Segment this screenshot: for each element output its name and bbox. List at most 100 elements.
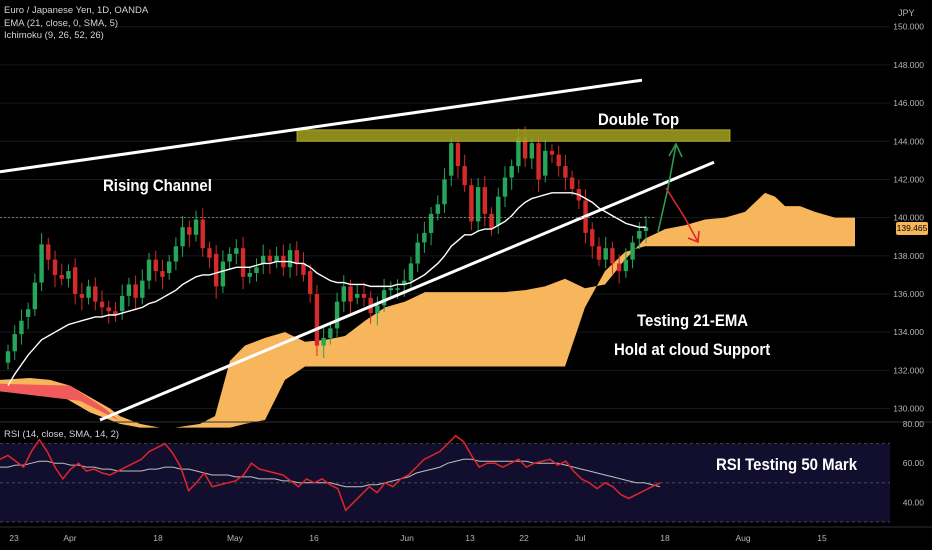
candle-body <box>630 242 635 260</box>
price-tick-label: 150.000 <box>893 22 924 32</box>
time-tick-label: Jul <box>575 533 586 543</box>
candle-body <box>267 255 273 262</box>
candle-body <box>596 246 602 260</box>
rsi-tick-label: 60.00 <box>903 458 925 468</box>
candle-body <box>428 213 434 233</box>
candle-body <box>502 177 508 197</box>
candle-body <box>126 284 132 296</box>
candle-body <box>536 143 541 180</box>
candle-body <box>193 219 199 235</box>
ema-legend[interactable]: EMA (21, close, 0, SMA, 5) <box>4 17 119 29</box>
candle-body <box>402 280 407 285</box>
price-tick-label: 138.000 <box>893 251 924 261</box>
candle-body <box>52 259 58 275</box>
candle-body <box>247 273 252 277</box>
candle-body <box>93 286 98 302</box>
candle-body <box>72 267 78 294</box>
candle-body <box>166 261 172 273</box>
candle-body <box>475 187 481 222</box>
candle-body <box>616 263 622 272</box>
candle-body <box>294 250 299 264</box>
time-tick-label: 13 <box>465 533 475 543</box>
candle-body <box>187 227 192 235</box>
candle-body <box>556 154 561 167</box>
price-tick-label: 142.000 <box>893 174 924 184</box>
candle-body <box>563 166 568 178</box>
candle-body <box>301 263 306 275</box>
candle-body <box>328 328 333 338</box>
candle-body <box>435 204 441 214</box>
time-tick-label: 18 <box>660 533 670 543</box>
channel-lower-line <box>99 160 715 422</box>
arrow-up-path <box>657 144 677 233</box>
candle-body <box>469 185 474 222</box>
candle-body <box>408 263 414 281</box>
price-tick-label: 134.000 <box>893 327 924 337</box>
candle-body <box>66 271 71 279</box>
candle-body <box>603 248 608 260</box>
candle-body <box>119 295 125 312</box>
price-tick-label: 140.000 <box>893 213 924 223</box>
time-tick-label: 16 <box>309 533 319 543</box>
rsi-legend[interactable]: RSI (14, close, SMA, 14, 2) <box>4 429 120 440</box>
candle-body <box>334 301 340 329</box>
candle-body <box>234 248 239 254</box>
candle-body <box>449 143 454 176</box>
ema-21-line <box>7 192 646 386</box>
candle-body <box>388 288 393 291</box>
candle-body <box>529 143 535 159</box>
price-tick-label: 146.000 <box>893 98 924 108</box>
candle-body <box>637 231 642 239</box>
ichimoku-legend[interactable]: Ichimoku (9, 26, 52, 26) <box>4 30 104 41</box>
candle-body <box>220 261 226 287</box>
rsi-test-label: RSI Testing 50 Mark <box>716 455 858 474</box>
price-axis[interactable]: 130.000 132.000 134.000 136.000 138.000 140.0… <box>893 22 924 414</box>
price-tick-label: 136.000 <box>893 289 924 299</box>
candle-body <box>287 250 293 268</box>
time-tick-label: May <box>227 533 244 543</box>
last-price-badge: 139.465 <box>896 222 928 235</box>
candle-body <box>643 227 649 231</box>
rising-channel-label: Rising Channel <box>103 176 212 195</box>
candle-body <box>274 255 279 262</box>
candle-body <box>213 253 219 287</box>
candle-body <box>254 267 259 273</box>
candle-body <box>549 150 555 155</box>
time-axis[interactable]: 23 Apr 18 May 16 Jun 13 22 Jul 18 Aug 15 <box>0 526 932 543</box>
double-top-zone <box>296 129 731 142</box>
candle-body <box>381 290 387 306</box>
candle-body <box>509 166 514 178</box>
candle-body <box>623 259 629 272</box>
candle-body <box>79 294 85 298</box>
rsi-tick-label: 80.00 <box>903 419 925 429</box>
candle-body <box>489 213 494 230</box>
time-tick-label: 15 <box>817 533 827 543</box>
drawing-tools[interactable] <box>0 78 731 422</box>
time-tick-label: 23 <box>9 533 19 543</box>
candle-body <box>462 166 467 186</box>
candle-body <box>314 294 320 346</box>
candle-body <box>106 307 111 312</box>
arrow-down-path <box>665 187 699 243</box>
candle-body <box>113 311 118 315</box>
candle-body <box>496 196 501 226</box>
candle-body <box>516 137 521 167</box>
candle-body <box>32 282 38 310</box>
ichimoku-cloud <box>0 192 855 428</box>
candle-body <box>140 280 145 298</box>
candle-body <box>39 244 44 283</box>
indicator-legend: Euro / Japanese Yen, 1D, OANDA EMA (21, … <box>4 5 148 43</box>
candle-body <box>321 337 326 346</box>
cloud-bear-area <box>0 383 118 420</box>
candle-body <box>99 301 105 308</box>
candle-body <box>348 286 353 302</box>
candle-body <box>207 248 212 258</box>
candle-body <box>543 150 548 176</box>
candle-body <box>180 227 185 247</box>
price-tick-label: 144.000 <box>893 136 924 146</box>
symbol-title[interactable]: Euro / Japanese Yen, 1D, OANDA <box>4 5 149 16</box>
candle-body <box>160 271 165 277</box>
candle-body <box>261 255 266 264</box>
candle-body <box>227 253 232 262</box>
